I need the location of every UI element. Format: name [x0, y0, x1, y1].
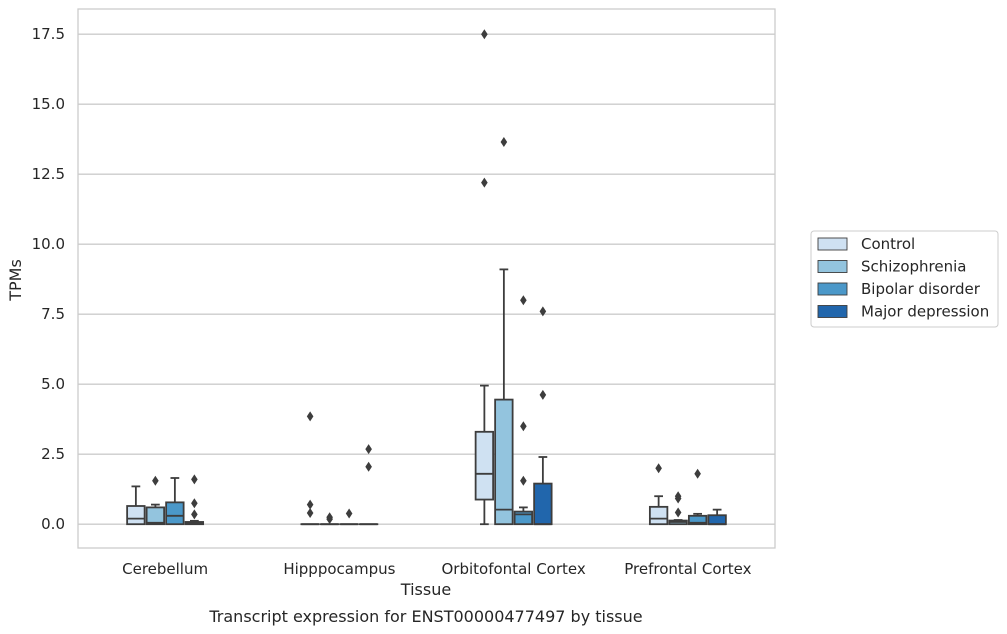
outlier-point — [365, 461, 372, 472]
y-tick-label: 2.5 — [41, 445, 65, 463]
x-tick-label: Orbitofontal Cortex — [442, 560, 586, 578]
box-major-depression — [533, 482, 553, 526]
outlier-point — [306, 508, 314, 518]
legend-swatch — [817, 260, 848, 273]
outlier-point — [481, 177, 488, 188]
box-schizophrenia — [494, 398, 514, 526]
outlier-point — [539, 389, 547, 400]
y-axis-ticks: 0.0 2.5 5.0 7.5 10.0 12.5 15.0 17.5 — [32, 25, 65, 533]
outlier-point — [674, 493, 682, 504]
outlier-point — [481, 29, 488, 40]
legend-swatch — [817, 237, 848, 251]
gridlines — [78, 33, 775, 525]
plot-area-frame — [77, 8, 776, 549]
outlier-point — [326, 514, 333, 525]
legend-entry: Major depression — [861, 303, 989, 321]
box-control — [126, 505, 146, 526]
box-bipolar-disorder — [513, 510, 534, 526]
outlier-point — [520, 475, 527, 486]
legend-swatch — [817, 282, 848, 296]
legend-entry: Bipolar disorder — [861, 280, 981, 298]
chart-caption: Transcript expression for ENST0000047749… — [208, 607, 642, 626]
box-group — [126, 474, 205, 526]
box-schizophrenia — [145, 506, 166, 526]
outlier-point — [520, 421, 527, 432]
y-tick-label: 17.5 — [32, 25, 65, 43]
box-major-depression — [707, 514, 727, 526]
x-tick-label: Cerebellum — [122, 560, 208, 578]
box-group — [648, 463, 727, 526]
outlier-point — [694, 468, 701, 479]
y-tick-label: 5.0 — [41, 375, 65, 393]
box-bipolar-disorder — [687, 514, 708, 526]
box-control — [648, 505, 669, 526]
box-control — [474, 430, 495, 501]
y-tick-label: 12.5 — [32, 165, 65, 183]
x-tick-label: Prefrontal Cortex — [624, 560, 751, 578]
outlier-point — [306, 499, 314, 510]
box-bipolar-disorder — [165, 501, 185, 526]
box-group — [474, 29, 553, 526]
outlier-point — [191, 474, 198, 485]
box-group — [300, 411, 379, 526]
y-axis-label: TPMs — [6, 259, 25, 302]
legend-entry: Schizophrenia — [861, 258, 966, 276]
box-groups — [126, 29, 727, 526]
legend-entry: Control — [861, 235, 915, 253]
outlier-point — [191, 498, 198, 509]
outlier-point — [345, 508, 353, 519]
y-tick-label: 0.0 — [41, 515, 65, 533]
outlier-point — [191, 509, 198, 520]
outlier-point — [500, 137, 508, 147]
legend-frame — [810, 230, 999, 328]
legend: Control Schizophrenia Bipolar disorder Majo… — [810, 230, 999, 328]
y-tick-label: 15.0 — [32, 95, 65, 113]
outlier-point — [152, 475, 159, 486]
y-tick-label: 10.0 — [32, 235, 65, 253]
outlier-point — [306, 411, 314, 422]
outlier-point — [655, 463, 662, 474]
outlier-point — [365, 444, 372, 455]
outlier-point — [539, 306, 547, 317]
x-tick-label: Hipppocampus — [283, 560, 395, 578]
y-tick-label: 7.5 — [41, 305, 65, 323]
legend-swatch — [817, 305, 848, 318]
x-axis-label: Tissue — [400, 580, 451, 599]
outlier-point — [520, 295, 527, 306]
x-axis-ticks: Cerebellum Hipppocampus Orbitofontal Corte… — [122, 560, 751, 578]
outlier-point — [674, 507, 682, 518]
